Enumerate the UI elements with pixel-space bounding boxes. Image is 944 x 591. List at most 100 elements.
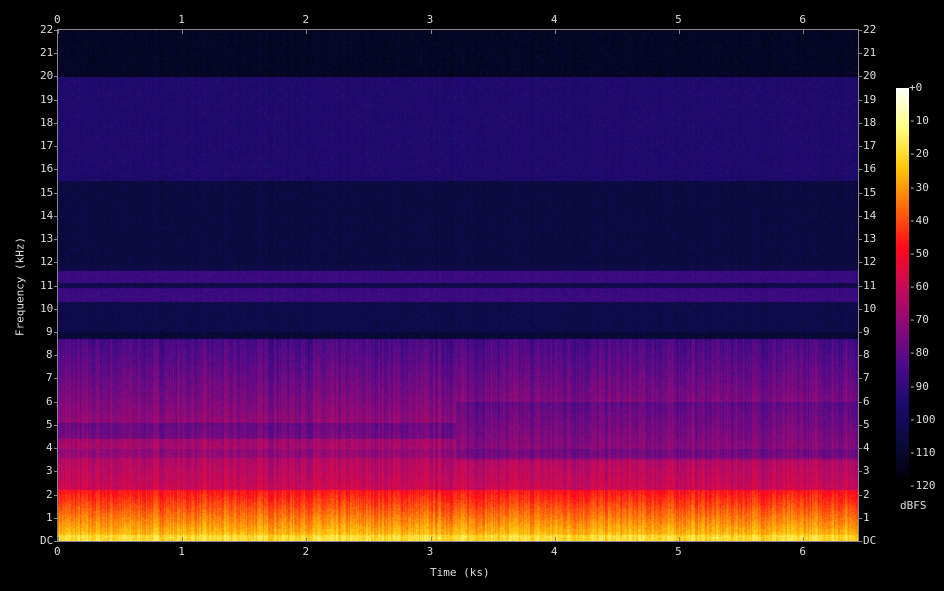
x-tick-label-bottom: 5 [675,545,682,558]
y-tick-label-left: 7 [46,371,53,385]
y-tick [54,76,58,78]
y-tick [54,99,58,101]
y-tick [54,146,58,148]
x-tick [182,30,184,34]
y-tick-label-left: 3 [46,464,53,478]
x-tick-label-top: 1 [178,13,185,26]
y-tick-label-right: 11 [863,278,877,292]
y-tick [54,541,58,542]
y-tick-label-right: 19 [863,92,877,106]
y-tick-label-left: 2 [46,487,53,501]
x-tick [58,537,59,541]
x-tick-label-bottom: 0 [54,545,61,558]
y-tick [858,517,862,519]
y-tick [858,541,862,542]
y-tick-label-right: 21 [863,46,877,60]
y-tick-label-right: 22 [863,23,877,36]
y-tick-label-right: 4 [863,441,870,455]
y-tick-label-right: 20 [863,69,877,83]
y-tick-label-right: 9 [863,324,870,338]
colorbar-title: dBFS [900,499,927,512]
y-tick-label-left: 15 [40,185,54,199]
y-tick-label-left: 5 [46,417,53,431]
y-tick [54,285,58,287]
y-tick [54,401,58,403]
y-tick-label-left: 11 [40,278,54,292]
y-tick-label-right: 15 [863,185,877,199]
y-tick [858,146,862,148]
y-tick-label-right: 3 [863,464,870,478]
y-tick [858,122,862,124]
y-tick-label-left: 6 [46,394,53,408]
y-tick [54,448,58,450]
x-tick [554,30,556,34]
x-tick-label-top: 3 [426,13,434,26]
y-tick [858,308,862,310]
y-tick [54,53,58,55]
y-tick-label-left: 17 [40,139,54,153]
y-tick [54,262,58,264]
y-tick [54,331,58,333]
y-tick [54,308,58,310]
y-tick [858,331,862,333]
y-tick-label-right: 13 [863,232,877,246]
y-tick-label-left: 13 [40,232,54,246]
y-tick [858,239,862,241]
y-tick-label-left: 4 [46,441,53,455]
y-tick [858,169,862,171]
y-tick [858,76,862,78]
x-tick [182,537,184,541]
y-tick [858,424,862,426]
x-tick [554,537,556,541]
colorbar-tick-label: -80 [909,346,929,360]
x-tick [430,30,432,34]
y-tick-label-left: 20 [40,69,54,83]
y-tick [858,192,862,194]
y-tick [54,378,58,380]
y-tick [54,517,58,519]
y-tick-label-right: 10 [863,301,877,315]
y-tick-label-right: 2 [863,487,870,501]
y-tick [858,494,862,496]
y-tick-label-left: 12 [40,255,54,269]
x-tick-label-bottom: 1 [178,545,185,558]
y-tick-label-left: 10 [40,301,54,315]
y-tick-label-left: 22 [40,23,54,36]
x-tick [803,30,805,34]
y-tick-label-left: 19 [40,92,54,106]
y-tick-label-right: 5 [863,417,870,431]
x-tick-label-bottom: 6 [799,545,806,558]
colorbar-tick-label: -60 [909,280,929,293]
y-tick-label-left: DC [40,534,54,547]
y-tick-label-right: DC [863,534,877,547]
x-tick [306,537,308,541]
x-tick-label-bottom: 4 [550,545,558,558]
y-tick-label-right: 14 [863,208,877,222]
colorbar-tick-label: -30 [909,180,929,194]
y-tick-label-right: 16 [863,162,877,176]
colorbar-tick-label: -100 [909,412,936,426]
y-tick-label-left: 14 [40,208,54,222]
x-tick [58,30,59,34]
colorbar-tick-label: -110 [909,445,936,459]
y-tick [54,192,58,194]
y-tick-label-right: 1 [863,510,870,524]
y-tick [858,355,862,357]
y-tick-label-left: 21 [40,46,54,60]
y-tick-label-right: 18 [863,115,877,129]
x-tick [679,537,681,541]
y-tick [54,424,58,426]
y-tick [858,262,862,264]
colorbar-tick-label: -70 [909,313,929,327]
y-tick [858,215,862,217]
y-tick-label-right: 6 [863,394,870,408]
colorbar-tick-label: -40 [909,213,929,227]
spectrogram-heatmap [58,30,858,541]
y-tick [858,53,862,55]
y-tick-label-left: 1 [46,510,53,524]
y-tick-label-left: 8 [46,348,53,362]
colorbar-tick-label: +0 [909,81,923,94]
x-tick-label-top: 6 [799,13,806,26]
x-tick-label-top: 2 [302,13,310,26]
y-axis-title: Frequency (kHz) [13,236,27,337]
